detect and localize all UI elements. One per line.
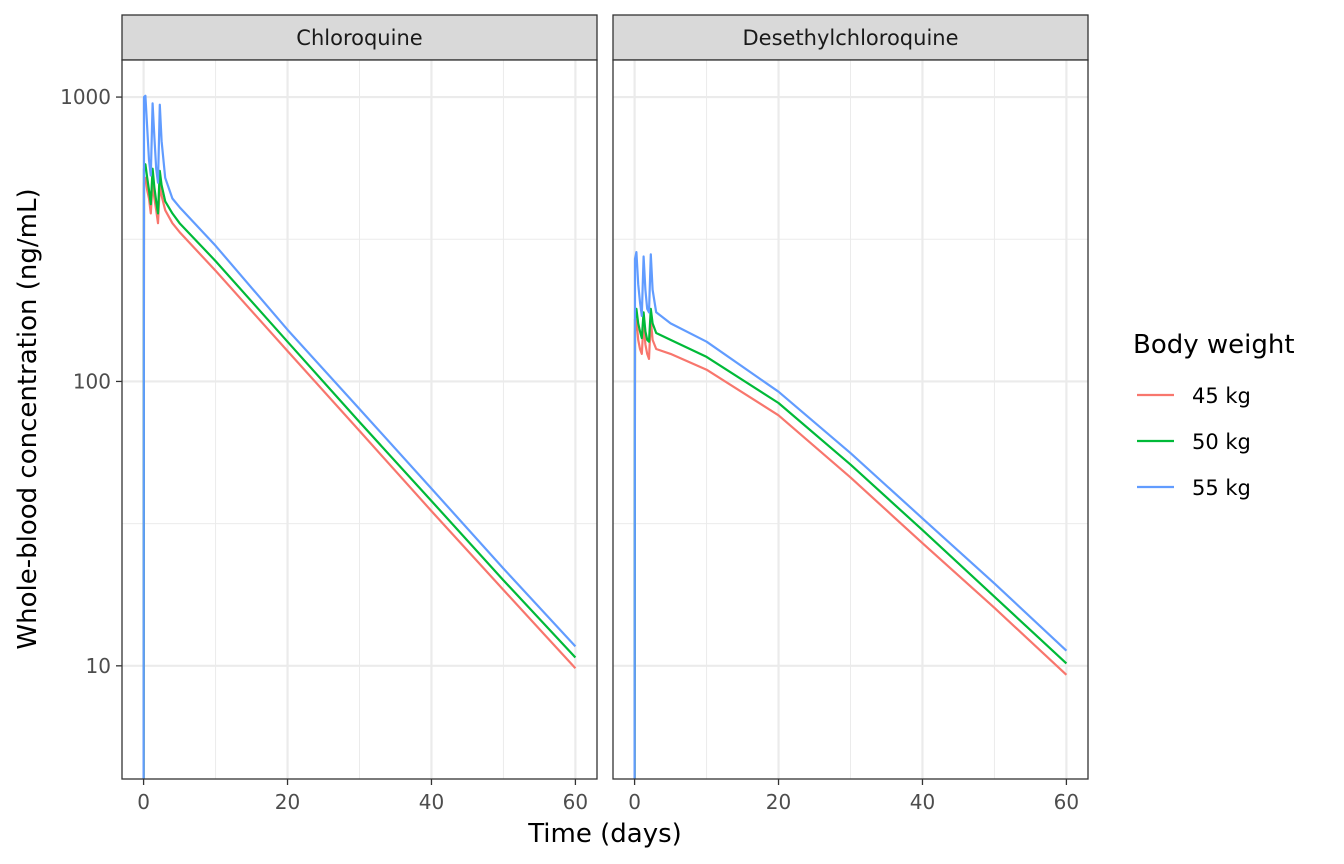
legend-label: 55 kg [1192, 476, 1251, 500]
panel-border [612, 59, 1089, 780]
y-axis: 10 100 1000 [60, 85, 122, 678]
y-tick-label: 10 [86, 654, 111, 678]
x-tick-label: 40 [419, 790, 444, 814]
legend-label: 50 kg [1192, 430, 1251, 454]
legend: Body weight 45 kg 50 kg 55 kg [1133, 330, 1295, 500]
y-tick-label: 100 [73, 369, 111, 393]
legend-label: 45 kg [1192, 384, 1251, 408]
y-axis-title: Whole-blood concentration (ng/mL) [13, 188, 43, 649]
series-line-55-kg [142, 94, 577, 780]
legend-title: Body weight [1133, 330, 1295, 360]
series-line-50-kg [633, 307, 1068, 780]
panel-title: Desethylchloroquine [742, 26, 958, 50]
x-tick-label: 0 [137, 790, 150, 814]
panel-title: Chloroquine [296, 26, 422, 50]
series-line-50-kg [142, 163, 577, 780]
x-tick-label: 20 [766, 790, 791, 814]
x-tick-label: 60 [1054, 790, 1079, 814]
panel-strip [121, 14, 598, 61]
series-line-55-kg [633, 251, 1068, 780]
panel-desethylchloroquine: Desethylchloroquine [612, 14, 1089, 780]
x-tick-label: 60 [563, 790, 588, 814]
panel-chloroquine: Chloroquine [121, 14, 598, 780]
x-axis-title: Time (days) [527, 819, 682, 849]
panel-strip [612, 14, 1089, 61]
y-tick-label: 1000 [60, 85, 111, 109]
x-tick-label: 20 [275, 790, 300, 814]
panel-border [121, 59, 598, 780]
x-tick-label: 0 [628, 790, 641, 814]
x-axis: 0 20 40 60 0 20 40 60 [137, 779, 1079, 814]
x-tick-label: 40 [910, 790, 935, 814]
